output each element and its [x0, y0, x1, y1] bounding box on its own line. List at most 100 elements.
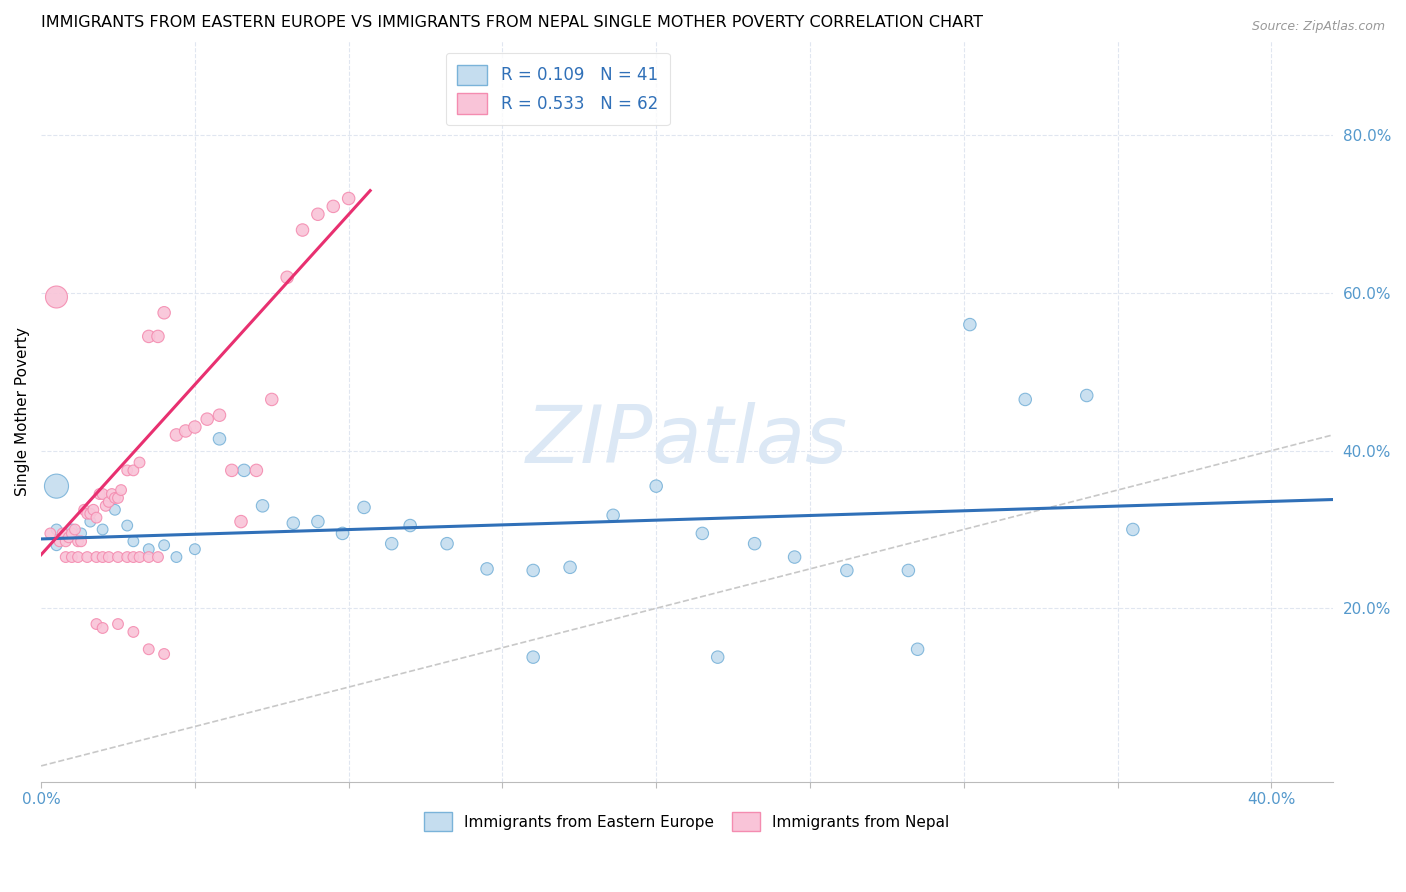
Point	[58, 530, 80, 544]
Point	[79, 507, 101, 521]
Point	[229, 515, 252, 529]
Point	[76, 550, 98, 565]
Point	[138, 642, 160, 657]
Point	[122, 534, 145, 549]
Point	[45, 290, 67, 304]
Point	[153, 647, 176, 661]
Point	[645, 479, 668, 493]
Point	[97, 550, 120, 565]
Point	[276, 270, 298, 285]
Point	[602, 508, 624, 523]
Point	[115, 518, 138, 533]
Point	[60, 550, 83, 565]
Point	[55, 550, 77, 565]
Point	[322, 199, 344, 213]
Point	[184, 420, 207, 434]
Point	[436, 536, 458, 550]
Point	[783, 550, 806, 565]
Point	[73, 503, 96, 517]
Point	[399, 518, 422, 533]
Point	[907, 642, 929, 657]
Point	[45, 538, 67, 552]
Point	[381, 536, 404, 550]
Y-axis label: Single Mother Poverty: Single Mother Poverty	[15, 326, 30, 496]
Point	[115, 463, 138, 477]
Point	[79, 515, 101, 529]
Point	[522, 564, 544, 578]
Point	[60, 523, 83, 537]
Point	[91, 487, 114, 501]
Point	[91, 550, 114, 565]
Point	[195, 412, 218, 426]
Point	[1076, 388, 1098, 402]
Point	[55, 534, 77, 549]
Point	[146, 550, 169, 565]
Point	[174, 424, 197, 438]
Point	[353, 500, 375, 515]
Point	[138, 542, 160, 557]
Point	[307, 515, 329, 529]
Point	[153, 306, 176, 320]
Point	[221, 463, 243, 477]
Point	[48, 534, 70, 549]
Point	[66, 550, 89, 565]
Point	[522, 650, 544, 665]
Point	[104, 503, 127, 517]
Point	[744, 536, 766, 550]
Point	[138, 329, 160, 343]
Point	[128, 550, 150, 565]
Point	[252, 499, 274, 513]
Point	[138, 550, 160, 565]
Point	[63, 523, 86, 537]
Point	[897, 564, 920, 578]
Point	[337, 192, 360, 206]
Point	[165, 428, 187, 442]
Point	[66, 534, 89, 549]
Legend: Immigrants from Eastern Europe, Immigrants from Nepal: Immigrants from Eastern Europe, Immigran…	[419, 806, 956, 837]
Point	[283, 516, 305, 531]
Point	[245, 463, 267, 477]
Point	[86, 617, 108, 632]
Point	[184, 542, 207, 557]
Point	[107, 491, 129, 505]
Point	[1122, 523, 1144, 537]
Point	[70, 534, 93, 549]
Point	[89, 487, 111, 501]
Text: ZIPatlas: ZIPatlas	[526, 402, 848, 480]
Point	[115, 550, 138, 565]
Point	[165, 550, 187, 565]
Point	[128, 455, 150, 469]
Point	[70, 526, 93, 541]
Point	[233, 463, 256, 477]
Text: Source: ZipAtlas.com: Source: ZipAtlas.com	[1251, 20, 1385, 33]
Point	[146, 329, 169, 343]
Point	[475, 562, 498, 576]
Point	[208, 432, 231, 446]
Point	[45, 479, 67, 493]
Point	[706, 650, 728, 665]
Point	[76, 507, 98, 521]
Point	[692, 526, 714, 541]
Point	[86, 550, 108, 565]
Point	[122, 550, 145, 565]
Point	[110, 483, 132, 497]
Point	[94, 499, 117, 513]
Point	[122, 463, 145, 477]
Point	[153, 538, 176, 552]
Point	[82, 503, 104, 517]
Point	[1014, 392, 1036, 407]
Point	[307, 207, 329, 221]
Point	[107, 550, 129, 565]
Point	[104, 491, 127, 505]
Point	[558, 560, 581, 574]
Point	[291, 223, 314, 237]
Text: IMMIGRANTS FROM EASTERN EUROPE VS IMMIGRANTS FROM NEPAL SINGLE MOTHER POVERTY CO: IMMIGRANTS FROM EASTERN EUROPE VS IMMIGR…	[41, 15, 983, 30]
Point	[332, 526, 354, 541]
Point	[91, 621, 114, 635]
Point	[97, 495, 120, 509]
Point	[52, 526, 75, 541]
Point	[86, 510, 108, 524]
Point	[122, 624, 145, 639]
Point	[835, 564, 858, 578]
Point	[91, 523, 114, 537]
